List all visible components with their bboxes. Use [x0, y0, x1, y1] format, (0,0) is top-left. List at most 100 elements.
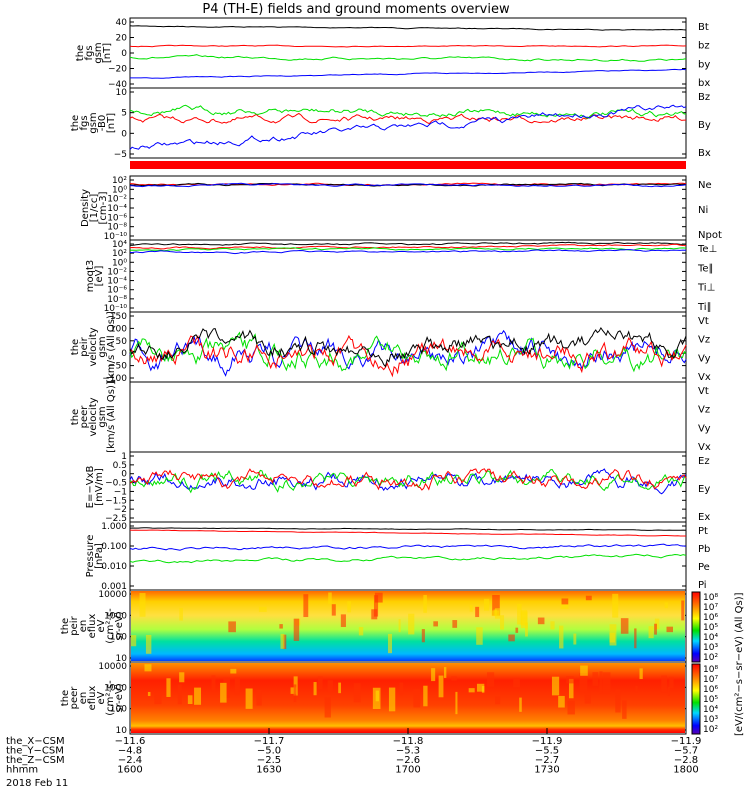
- heatmap-cell: [475, 606, 480, 618]
- heatmap-cell: [513, 679, 520, 688]
- legend-Vt: Vt: [698, 386, 709, 397]
- chart-title: P4 (TH-E) fields and ground moments over…: [202, 2, 510, 17]
- heatmap-cell: [303, 594, 309, 618]
- y-tick-label: 10000: [98, 590, 127, 600]
- heatmap-cell: [327, 680, 333, 693]
- legend-Pi: Pi: [698, 580, 707, 591]
- heatmap-cell: [609, 624, 617, 646]
- y-tick-label: 10⁰: [112, 258, 127, 268]
- legend-Pb: Pb: [698, 544, 710, 555]
- heatmap-cell: [431, 668, 436, 682]
- y-tick-label: 10⁴: [112, 240, 127, 250]
- panel-pressure: Pressure[nPa] 1.000 0.100 0.010 0.001 Pt Pb Pe P…: [85, 521, 710, 592]
- x-row-value: −5.5: [535, 746, 559, 757]
- legend-Bt: Bt: [698, 22, 709, 33]
- y-tick-label: 0.010: [101, 562, 127, 572]
- y-tick-label: 10⁻¹⁰: [104, 304, 128, 314]
- ylabel-line: (cm²-s-: [105, 680, 116, 716]
- y-tick-label: 10⁻⁶: [107, 213, 127, 223]
- ylabel-line: peir: [69, 615, 80, 635]
- heatmap-cell: [399, 682, 404, 696]
- series-line: [129, 553, 687, 564]
- series-line: [129, 249, 687, 255]
- y-tick-label: 0: [121, 470, 127, 480]
- x-row-value: −2.8: [674, 755, 698, 766]
- heatmap-cell: [347, 601, 352, 613]
- x-row-value: −2.6: [396, 755, 420, 766]
- legend-Te⊥: Te⊥: [697, 244, 717, 255]
- y-tick-label: 50: [116, 337, 128, 347]
- heatmap-cell: [667, 686, 670, 696]
- heatmap-cell: [290, 687, 297, 694]
- ylabel-line: velocity: [88, 397, 99, 436]
- ylabel-line: sr-eV): [114, 683, 125, 712]
- series-line: [129, 468, 687, 491]
- ylabel-line: gsm: [97, 406, 108, 427]
- heatmap-cell: [664, 602, 668, 609]
- heatmap-cell: [372, 687, 381, 709]
- legend-Ni: Ni: [698, 205, 708, 216]
- colorbar-tick: 10⁷: [703, 675, 718, 685]
- ylabel-line: [km/s (All Qs)]: [106, 311, 117, 383]
- heatmap-cell: [669, 676, 674, 689]
- y-tick-label: 1000: [104, 611, 127, 621]
- legend-Ne: Ne: [698, 180, 712, 191]
- heatmap-cell: [373, 595, 379, 617]
- heatmap-cell: [293, 618, 300, 641]
- heatmap-cell: [476, 627, 483, 645]
- heatmap-cell: [280, 633, 285, 649]
- heatmap-cell: [568, 678, 574, 699]
- heatmap-cell: [558, 695, 565, 708]
- ylabel-line: peer: [79, 405, 90, 429]
- x-row-value: −11.9: [532, 736, 563, 747]
- y-tick-label: 0: [121, 49, 127, 59]
- ylabel-line: the: [70, 339, 81, 355]
- panel-frame: [129, 87, 687, 159]
- colorbar-lower: [691, 663, 701, 735]
- heatmap-cell: [282, 634, 287, 650]
- heatmap-cell: [144, 664, 152, 672]
- heatmap-cell: [622, 700, 627, 719]
- heatmap-cell: [525, 622, 528, 637]
- y-tick-label: 0.100: [101, 542, 127, 552]
- x-row-value: −2.7: [535, 755, 559, 766]
- panels-group: thefgsgsm[nT]40200−20−40Btbzbybxthefgsgs…: [60, 17, 722, 736]
- colorbar-tick: 10⁸: [703, 665, 718, 675]
- ylabel-line: the: [60, 690, 71, 706]
- heatmap-cell: [573, 633, 577, 645]
- panel-frame: [129, 381, 687, 453]
- panel-efield: E=−VxB[mV/m] 10.50−0.5−1−1.5−2−2.5 Ez Ey Ex: [85, 451, 710, 524]
- x-row-value: −5.7: [674, 746, 698, 757]
- heatmap-cell: [313, 682, 317, 696]
- series-line: [129, 182, 687, 188]
- series-line: [129, 247, 687, 252]
- y-tick-label: −1.5: [105, 496, 127, 506]
- ylabel-line: the: [60, 618, 71, 634]
- y-tick-label: 100: [110, 324, 127, 334]
- legend-Vy: Vy: [698, 423, 711, 434]
- ylabel-line: (cm²-s-: [105, 608, 116, 644]
- heatmap-cell: [634, 628, 637, 649]
- ylabel-line: eV: [96, 619, 107, 632]
- heatmap-cell: [612, 593, 619, 618]
- y-tick-label: 10⁻¹⁰: [104, 232, 128, 242]
- y-tick-label: −5: [114, 150, 127, 160]
- heatmap-cell: [560, 603, 569, 609]
- ylabel-line: [mV/m]: [94, 468, 105, 506]
- ylabel-line: en: [78, 620, 89, 633]
- legend-Ey: Ey: [698, 484, 710, 495]
- heatmap-cell: [661, 675, 667, 693]
- y-tick-label: 10⁰: [112, 185, 127, 195]
- heatmap-cell: [455, 691, 458, 715]
- heatmap-cell: [187, 695, 193, 704]
- heatmap-cell: [279, 624, 283, 629]
- series-line: [129, 326, 687, 368]
- y-tick-label: −2.5: [105, 514, 127, 524]
- y-tick-label: 0: [121, 129, 127, 139]
- colorbar-tick: 10⁴: [703, 705, 718, 715]
- colorbar-tick: 10²: [703, 725, 718, 735]
- ylabel-line: velocity: [88, 327, 99, 366]
- legend-Vt: Vt: [698, 316, 709, 327]
- heatmap-cell: [494, 608, 501, 619]
